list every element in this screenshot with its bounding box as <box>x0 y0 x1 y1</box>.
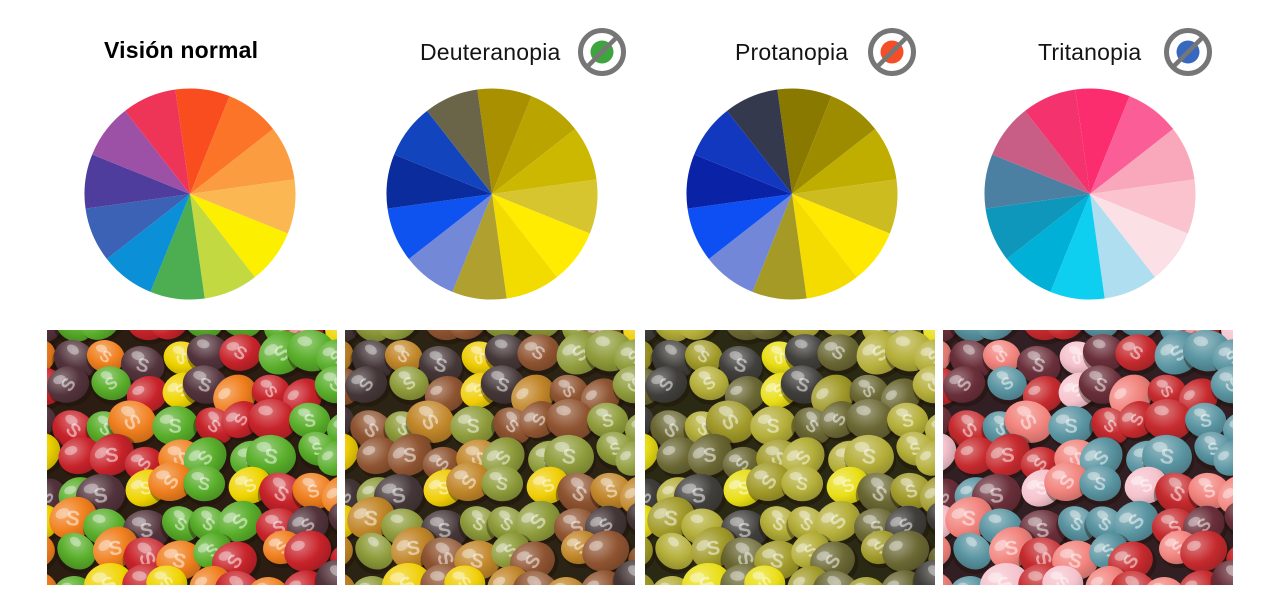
svg-text:S: S <box>1158 445 1175 470</box>
svg-text:S: S <box>560 445 577 470</box>
svg-text:S: S <box>1232 485 1233 505</box>
svg-text:S: S <box>661 582 681 585</box>
svg-text:S: S <box>402 444 417 467</box>
svg-text:S: S <box>168 415 182 438</box>
no-red-vision-icon <box>866 26 918 78</box>
svg-text:S: S <box>326 346 337 369</box>
svg-text:S: S <box>195 374 214 398</box>
svg-text:S: S <box>406 537 422 560</box>
svg-text:S: S <box>362 506 379 531</box>
svg-text:S: S <box>600 410 615 432</box>
svg-text:S: S <box>737 519 753 542</box>
svg-text:S: S <box>139 519 155 542</box>
svg-text:S: S <box>466 415 480 438</box>
svg-text:S: S <box>262 445 279 470</box>
svg-text:S: S <box>361 582 381 585</box>
svg-text:S: S <box>793 374 812 398</box>
svg-text:S: S <box>345 487 356 506</box>
svg-text:S: S <box>1092 473 1107 495</box>
svg-text:S: S <box>1004 537 1020 560</box>
svg-text:S: S <box>603 480 620 502</box>
svg-text:S: S <box>104 444 119 467</box>
svg-text:S: S <box>1029 354 1047 378</box>
svg-text:S: S <box>900 410 915 432</box>
color-wheel-tritanopia <box>984 88 1196 300</box>
svg-text:S: S <box>731 354 749 378</box>
svg-text:S: S <box>1201 480 1218 502</box>
svg-text:S: S <box>493 330 509 332</box>
svg-text:S: S <box>196 473 211 495</box>
color-wheel-deuteranopia <box>386 88 598 300</box>
color-wheel-normal-vision <box>84 88 296 300</box>
svg-text:S: S <box>662 506 679 531</box>
svg-text:S: S <box>336 485 337 505</box>
svg-text:S: S <box>706 537 722 560</box>
label-vision-normal: Visión normal <box>104 37 259 63</box>
svg-text:S: S <box>1091 330 1107 332</box>
svg-text:S: S <box>305 480 322 502</box>
svg-text:S: S <box>92 484 109 509</box>
svg-text:S: S <box>493 374 512 398</box>
svg-text:S: S <box>763 330 775 331</box>
svg-text:S: S <box>702 444 717 467</box>
svg-text:S: S <box>860 445 877 470</box>
svg-text:S: S <box>437 519 453 542</box>
svg-text:S: S <box>645 487 656 506</box>
svg-text:S: S <box>793 330 809 332</box>
svg-text:S: S <box>943 487 954 506</box>
svg-text:S: S <box>494 473 509 495</box>
label-protanopia: Protanopia <box>735 39 849 65</box>
svg-text:S: S <box>47 487 58 506</box>
svg-text:S: S <box>766 415 780 438</box>
svg-text:S: S <box>934 485 935 505</box>
svg-text:S: S <box>1091 374 1110 398</box>
label-deuteranopia: Deuteranopia <box>420 39 561 65</box>
svg-text:S: S <box>390 484 407 509</box>
no-blue-vision-icon <box>1162 26 1214 78</box>
svg-text:S: S <box>63 582 83 585</box>
svg-text:S: S <box>624 346 635 369</box>
svg-text:S: S <box>794 473 809 495</box>
svg-text:S: S <box>133 354 151 378</box>
svg-text:S: S <box>903 480 920 502</box>
label-tritanopia: Tritanopia <box>1038 39 1142 65</box>
svg-text:S: S <box>463 330 475 331</box>
svg-text:S: S <box>1222 346 1233 369</box>
svg-text:S: S <box>165 330 177 331</box>
svg-text:S: S <box>431 354 449 378</box>
svg-text:S: S <box>959 582 979 585</box>
svg-text:S: S <box>960 506 977 531</box>
svg-text:S: S <box>988 484 1005 509</box>
svg-text:S: S <box>195 330 211 332</box>
svg-text:S: S <box>1198 410 1213 432</box>
svg-text:S: S <box>1035 519 1051 542</box>
svg-text:S: S <box>1061 330 1073 331</box>
color-wheel-protanopia <box>686 88 898 300</box>
no-green-vision-icon <box>576 26 628 78</box>
svg-text:S: S <box>634 485 635 505</box>
svg-text:S: S <box>1000 444 1015 467</box>
svg-text:S: S <box>690 484 707 509</box>
svg-text:S: S <box>108 537 124 560</box>
svg-text:S: S <box>64 506 81 531</box>
svg-text:S: S <box>1064 415 1078 438</box>
svg-text:S: S <box>924 346 935 369</box>
svg-text:S: S <box>302 410 317 432</box>
